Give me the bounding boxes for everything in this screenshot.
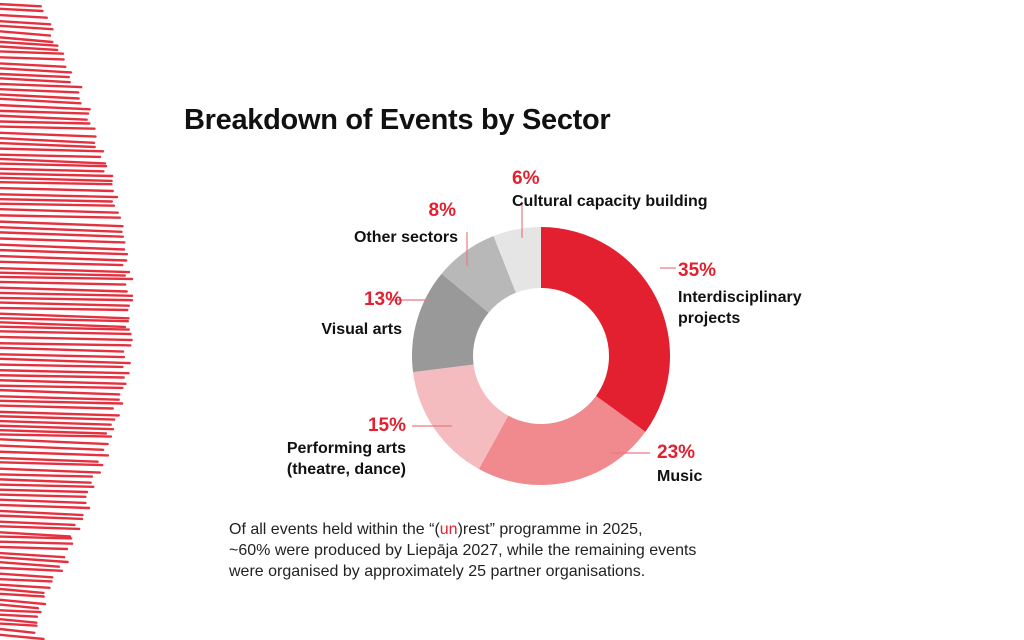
red-scribble-decoration	[0, 2, 134, 640]
donut-slice-3	[412, 273, 489, 373]
slice-category-label-3-0: Visual arts	[321, 321, 402, 338]
slice-percent-label-1: 23%	[657, 442, 695, 463]
donut-slice-2	[413, 364, 509, 470]
footnote-line-1: Of all events held within the “(un)rest”…	[229, 521, 643, 538]
footnote: Of all events held within the “(un)rest”…	[229, 519, 696, 582]
slice-category-label-0-0: Interdisciplinary	[678, 289, 802, 306]
slice-percent-label-2: 15%	[368, 415, 406, 436]
slice-percent-label-0: 35%	[678, 260, 716, 281]
slice-category-label-2-0: Performing arts	[287, 440, 406, 457]
donut-slice-5	[493, 227, 541, 293]
donut-slice-4	[441, 236, 516, 313]
scribble-strokes	[0, 2, 134, 640]
slice-category-label-1-0: Music	[657, 468, 702, 485]
chart-title: Breakdown of Events by Sector	[184, 104, 611, 136]
slice-category-label-2-1: (theatre, dance)	[287, 461, 406, 478]
slice-percent-label-5: 6%	[512, 168, 540, 189]
slice-percent-label-3: 13%	[364, 289, 402, 310]
slice-category-label-5-0: Cultural capacity building	[512, 193, 708, 210]
footnote-line-2: ~60% were produced by Liepāja 2027, whil…	[229, 542, 697, 559]
slice-category-label-4-0: Other sectors	[354, 229, 458, 246]
donut-slice-0	[541, 227, 671, 432]
footnote-line-3: were organised by approximately 25 partn…	[229, 563, 646, 580]
donut-slice-1	[478, 395, 646, 486]
footnote-highlight: un	[439, 521, 458, 538]
slice-percent-label-4: 8%	[429, 200, 457, 221]
slice-category-label-0-1: projects	[678, 310, 740, 327]
